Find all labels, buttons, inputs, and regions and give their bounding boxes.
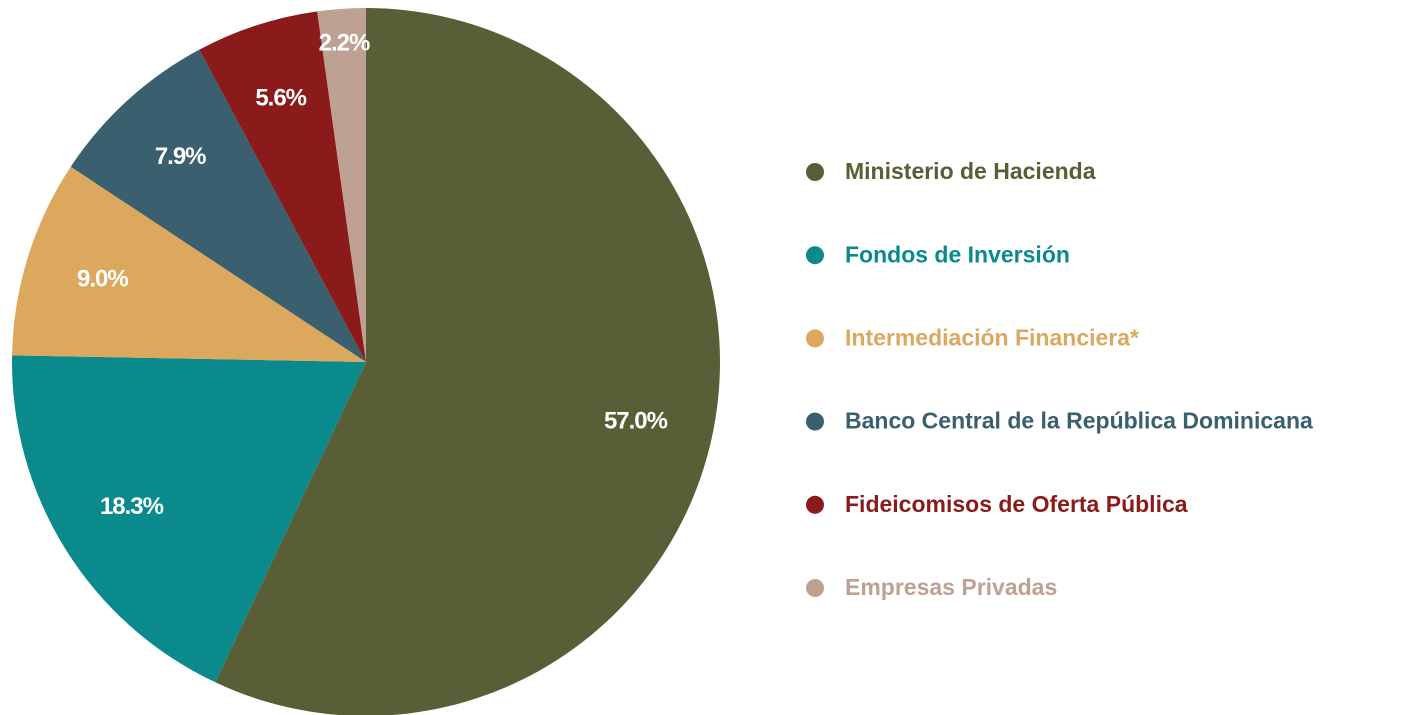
- legend-marker: [806, 579, 824, 597]
- pie-slice: [12, 166, 366, 362]
- legend-marker: [806, 495, 824, 514]
- pie-slice: [12, 355, 367, 683]
- legend-marker: [806, 163, 824, 181]
- legend-label: Banco Central de la República Dominicana: [845, 408, 1313, 434]
- legend-label: Empresas Privadas: [845, 574, 1057, 600]
- legend-label: Fondos de Inversión: [845, 241, 1070, 267]
- slice-label: 57.0%: [604, 408, 668, 435]
- slice-label: 7.9%: [155, 143, 206, 170]
- pie-slice: [199, 11, 366, 363]
- slice-label: 18.3%: [100, 493, 164, 520]
- pie-slice: [70, 49, 366, 362]
- legend-label: Ministerio de Hacienda: [845, 158, 1096, 184]
- slice-label: 9.0%: [77, 265, 128, 292]
- legend-label: Fideicomisos de Oferta Pública: [845, 491, 1188, 517]
- slice-label: 5.6%: [255, 85, 306, 112]
- legend-marker: [806, 412, 824, 431]
- legend-marker: [806, 329, 824, 348]
- legend-label: Intermediación Financiera*: [845, 324, 1139, 350]
- pie-slice: [215, 8, 720, 715]
- slice-label: 2.2%: [319, 30, 370, 57]
- legend-marker: [806, 246, 824, 265]
- pie-slice: [317, 8, 366, 362]
